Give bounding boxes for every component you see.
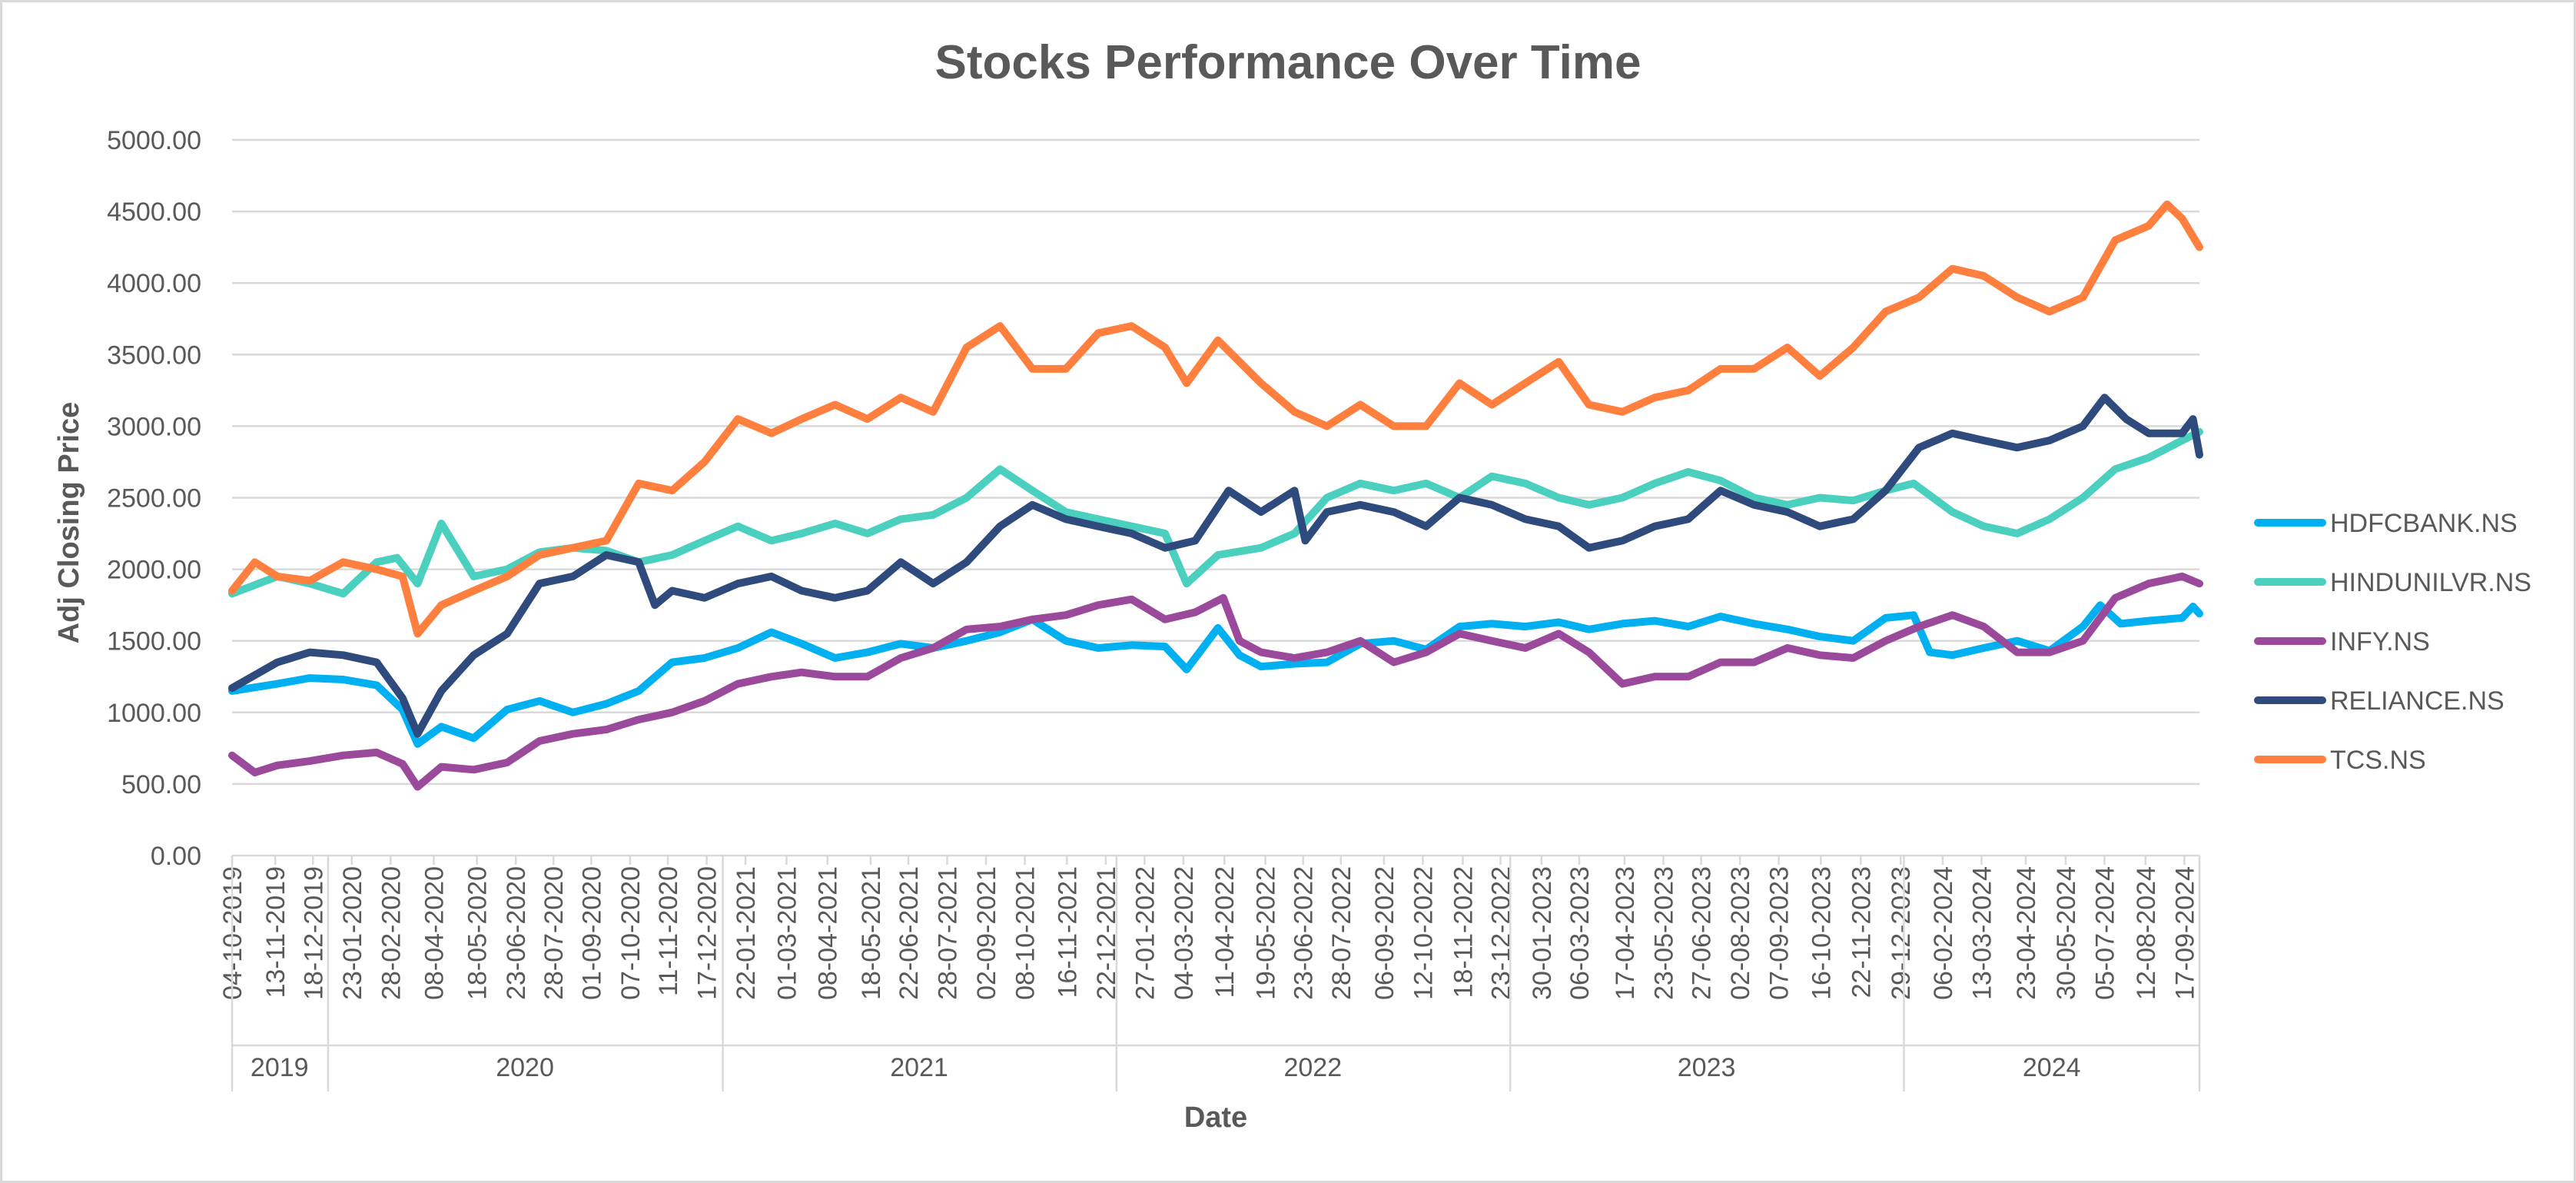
x-tick-label: 08-04-2020	[420, 866, 449, 1000]
legend-label: HINDUNILVR.NS	[2330, 568, 2531, 597]
legend-label: RELIANCE.NS	[2330, 686, 2505, 716]
series-line-reliance-ns	[228, 394, 2203, 738]
series-lines	[228, 200, 2203, 791]
legend-label: INFY.NS	[2330, 627, 2430, 656]
x-tick-label: 22-01-2021	[732, 866, 761, 1000]
x-tick-label: 18-11-2022	[1449, 866, 1478, 998]
x-tick-label: 06-02-2024	[1929, 866, 1958, 1000]
x-tick-label: 23-01-2020	[338, 866, 367, 1000]
x-tick-label: 27-06-2023	[1688, 866, 1717, 1000]
x-tick-label: 08-04-2021	[814, 866, 843, 1000]
x-tick-label: 17-12-2020	[693, 866, 722, 1000]
x-tick-label: 11-04-2022	[1210, 866, 1240, 998]
y-tick-label: 1000.00	[107, 699, 201, 728]
x-tick-label: 18-05-2020	[463, 866, 493, 1000]
x-tick-label: 30-05-2024	[2052, 866, 2081, 1000]
year-group-label: 2019	[251, 1053, 309, 1082]
x-tick-label: 23-06-2022	[1290, 866, 1319, 1000]
year-group-label: 2021	[890, 1053, 948, 1082]
legend-label: TCS.NS	[2330, 746, 2426, 775]
year-group-label: 2020	[496, 1053, 554, 1082]
x-tick-label: 23-06-2020	[502, 866, 531, 1000]
y-tick-label: 5000.00	[107, 126, 201, 155]
x-tick-label: 06-09-2022	[1370, 866, 1399, 1000]
x-tick-label: 17-09-2024	[2170, 866, 2199, 1000]
x-tick-label: 17-04-2023	[1611, 866, 1640, 1000]
x-tick-label: 28-02-2020	[377, 866, 406, 1000]
x-tick-label: 07-10-2020	[616, 866, 646, 1000]
x-tick-label: 28-07-2020	[539, 866, 569, 1000]
legend-label: HDFCBANK.NS	[2330, 509, 2518, 538]
x-tick-label: 27-01-2022	[1130, 866, 1160, 1000]
x-tick-label: 22-06-2021	[895, 866, 924, 1000]
y-tick-label: 3000.00	[107, 412, 201, 441]
y-tick-label: 500.00	[121, 770, 201, 799]
x-tick-label: 02-09-2021	[972, 866, 1001, 1000]
x-tick-label: 16-11-2021	[1053, 866, 1082, 998]
x-tick-label: 05-07-2024	[2090, 866, 2120, 1000]
x-tick-label: 22-11-2023	[1847, 866, 1876, 998]
y-tick-label: 1500.00	[107, 627, 201, 656]
x-tick-label: 28-07-2022	[1327, 866, 1356, 1000]
x-tick-label: 04-03-2022	[1170, 866, 1199, 1000]
x-tick-label: 18-12-2019	[299, 866, 328, 1000]
x-tick-label: 13-11-2019	[261, 866, 290, 998]
x-tick-label: 23-12-2022	[1487, 866, 1516, 1000]
x-tick-label: 23-04-2024	[2012, 866, 2041, 1000]
year-group-label: 2022	[1283, 1053, 1342, 1082]
legend: HDFCBANK.NS HINDUNILVR.NS INFY.NS RELIANCE.…	[2254, 509, 2531, 775]
x-tick-label: 01-09-2020	[577, 866, 606, 1000]
x-axis-title: Date	[1184, 1102, 1247, 1134]
gridlines	[232, 138, 2199, 786]
y-axis-title: Adj Closing Price	[53, 402, 85, 644]
x-tick-label: 30-01-2023	[1528, 866, 1557, 1000]
series-line-tcs-ns	[228, 200, 2203, 638]
axes: 0.00 500.00 1000.00 1500.00 2000.00 2500.00 30…	[107, 126, 2201, 1092]
year-group-label: 2024	[2023, 1053, 2081, 1082]
x-tick-label: 18-05-2021	[857, 866, 886, 1000]
x-tick-label: 08-10-2021	[1011, 866, 1041, 1000]
x-tick-label: 12-08-2024	[2132, 866, 2161, 1000]
chart-title: Stocks Performance Over Time	[935, 36, 1642, 89]
x-tick-label: 07-09-2023	[1765, 866, 1794, 1000]
series-line-hdfcbank-ns	[228, 601, 2203, 748]
x-tick-label: 11-11-2020	[654, 866, 683, 996]
x-tick-label: 13-03-2024	[1967, 866, 1997, 1000]
x-tick-label: 02-08-2023	[1726, 866, 1755, 1000]
y-tick-label: 4500.00	[107, 198, 201, 227]
y-tick-label: 0.00	[151, 842, 201, 871]
x-tick-label: 23-05-2023	[1649, 866, 1678, 1000]
x-tick-label: 12-10-2022	[1409, 866, 1438, 1000]
x-tick-label: 01-03-2021	[772, 866, 802, 1000]
series-line-infy-ns	[228, 572, 2203, 791]
x-tick-label: 28-07-2021	[934, 866, 963, 1000]
y-tick-label: 3500.00	[107, 341, 201, 370]
year-group-label: 2023	[1678, 1053, 1736, 1082]
y-tick-label: 4000.00	[107, 269, 201, 298]
y-tick-label: 2500.00	[107, 484, 201, 513]
x-tick-label: 06-03-2023	[1565, 866, 1595, 1000]
y-tick-label: 2000.00	[107, 556, 201, 585]
x-tick-label: 16-10-2023	[1807, 866, 1836, 1000]
x-tick-label: 29-12-2023	[1887, 866, 1916, 1000]
x-tick-label: 19-05-2022	[1252, 866, 1281, 1000]
